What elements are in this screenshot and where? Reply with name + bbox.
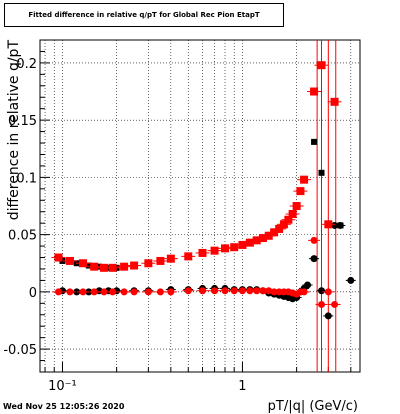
x-tick-label: 1 bbox=[238, 379, 246, 394]
red-data-point bbox=[54, 253, 63, 262]
red-lower-point bbox=[324, 288, 332, 296]
black-upper-point bbox=[318, 169, 325, 176]
red-lower-point bbox=[130, 288, 138, 296]
red-lower-point bbox=[310, 236, 318, 244]
red-data-point bbox=[300, 175, 309, 184]
red-data-point bbox=[238, 240, 247, 249]
axes: -0.05 0 0.05 0.1 0.15 0.2 10⁻¹ 1 bbox=[3, 39, 361, 394]
red-lower-point bbox=[238, 287, 246, 295]
red-data-point bbox=[221, 244, 230, 253]
red-lower-point bbox=[246, 287, 254, 295]
red-data-point bbox=[296, 187, 305, 196]
red-data-point bbox=[292, 202, 301, 210]
red-data-point bbox=[90, 262, 99, 271]
red-lower-point bbox=[90, 288, 98, 296]
red-data-point bbox=[324, 220, 333, 229]
y-tick-label: 0.1 bbox=[16, 171, 37, 186]
black-data-point bbox=[304, 281, 312, 289]
x-tick-label: 10⁻¹ bbox=[48, 379, 77, 394]
black-data-point bbox=[73, 288, 81, 296]
red-data-point bbox=[252, 236, 261, 245]
red-lower-point bbox=[253, 287, 261, 295]
red-data-point bbox=[330, 97, 339, 106]
black-upper-point bbox=[311, 138, 318, 145]
red-data-point bbox=[264, 231, 273, 240]
red-lower-point bbox=[156, 288, 164, 296]
red-data-point bbox=[198, 248, 207, 257]
y-tick-label: 0.15 bbox=[8, 114, 37, 129]
y-axis-label: difference in relative q/pT bbox=[6, 40, 22, 221]
y-tick-label: 0.05 bbox=[8, 229, 37, 244]
red-data-point bbox=[144, 259, 153, 268]
black-upper-point bbox=[337, 222, 344, 229]
red-data-point bbox=[130, 261, 139, 270]
red-lower-point bbox=[184, 287, 192, 295]
red-lower-point bbox=[318, 300, 326, 308]
red-data-point bbox=[288, 210, 297, 219]
chart-title-box: Fitted difference in relative q/pT for G… bbox=[4, 3, 284, 27]
red-data-point bbox=[99, 263, 108, 272]
red-data-point bbox=[65, 256, 74, 265]
red-data-point bbox=[78, 259, 87, 268]
red-lower-point bbox=[120, 288, 128, 296]
red-lower-point bbox=[54, 288, 62, 296]
red-data-point bbox=[245, 238, 254, 247]
red-lower-point bbox=[79, 288, 87, 296]
chart-title: Fitted difference in relative q/pT for G… bbox=[28, 11, 260, 19]
red-data-point bbox=[310, 87, 319, 96]
black-data-point bbox=[347, 276, 355, 284]
timestamp: Wed Nov 25 12:05:26 2020 bbox=[3, 402, 125, 411]
red-lower-point bbox=[300, 288, 308, 296]
y-tick-label: 0.2 bbox=[16, 57, 37, 72]
red-data-point bbox=[156, 256, 165, 265]
red-data-point bbox=[166, 254, 175, 263]
red-data-point bbox=[108, 263, 117, 272]
red-lower-point bbox=[167, 288, 175, 296]
red-data-point bbox=[230, 243, 239, 252]
red-data-point bbox=[284, 215, 293, 224]
red-lower-point bbox=[331, 300, 339, 308]
plot-frame bbox=[39, 39, 361, 373]
red-lower-point bbox=[230, 287, 238, 295]
red-data-point bbox=[275, 224, 284, 233]
red-data-point bbox=[317, 61, 326, 70]
x-axis-label: pT/|q| (GeV/c) bbox=[268, 399, 358, 414]
red-data-point bbox=[120, 262, 129, 271]
red-lower-point bbox=[144, 288, 152, 296]
red-data-point bbox=[258, 234, 267, 243]
red-data-point bbox=[270, 228, 279, 237]
red-data-point bbox=[210, 246, 219, 255]
black-data-point bbox=[310, 255, 318, 263]
black-data-point bbox=[318, 287, 326, 295]
black-upper-point bbox=[59, 257, 66, 264]
red-lower-point bbox=[66, 288, 74, 296]
y-tick-label: -0.05 bbox=[3, 343, 37, 358]
red-data-point bbox=[184, 252, 193, 261]
y-tick-label: 0 bbox=[29, 286, 37, 301]
red-lower-point bbox=[199, 287, 207, 295]
red-lower-point bbox=[221, 287, 229, 295]
black-data-point bbox=[324, 312, 332, 320]
data-marks bbox=[51, 40, 356, 372]
red-lower-point bbox=[211, 287, 219, 295]
red-lower-point bbox=[265, 287, 273, 295]
red-lower-point bbox=[109, 288, 117, 296]
red-data-point bbox=[279, 220, 288, 229]
red-lower-point bbox=[100, 288, 108, 296]
black-data-point bbox=[331, 221, 339, 229]
black-upper-point bbox=[85, 262, 92, 269]
